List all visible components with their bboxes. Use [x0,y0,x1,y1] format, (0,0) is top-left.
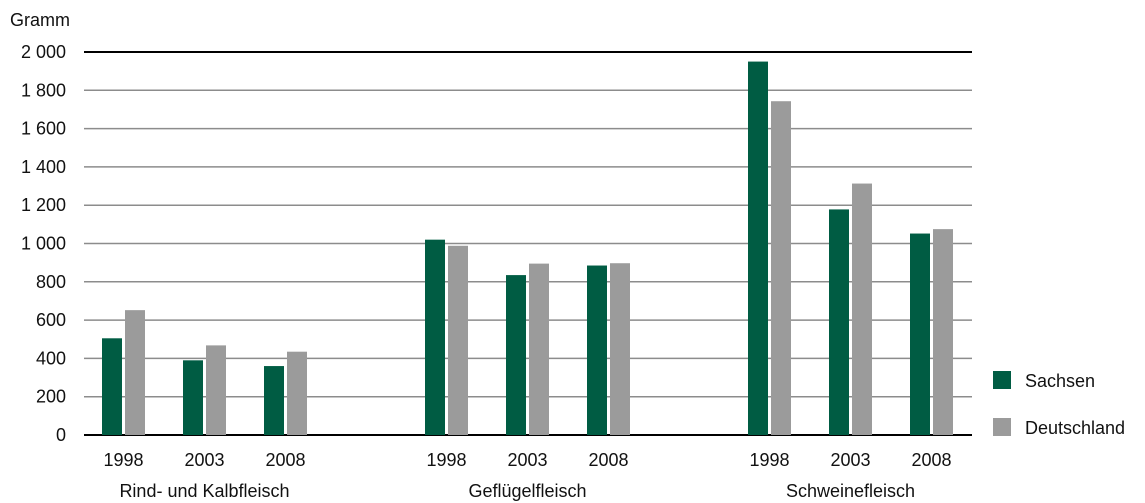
bar-sachsen-2-2008 [910,233,930,435]
bar-deutschland-0-2008 [287,351,307,435]
x-group-label: Rind- und Kalbfleisch [119,481,289,501]
y-tick-label: 0 [56,425,66,445]
y-tick-label: 600 [36,310,66,330]
x-tick-label-year: 2008 [588,450,628,470]
bar-sachsen-1-2003 [506,275,526,435]
x-tick-label-year: 1998 [426,450,466,470]
bar-sachsen-1-2008 [587,265,607,435]
x-tick-label-year: 2008 [911,450,951,470]
legend-swatch-deutschland [993,418,1011,436]
y-tick-label: 2 000 [21,42,66,62]
y-tick-label: 800 [36,272,66,292]
y-axis-title: Gramm [10,10,70,30]
bar-deutschland-2-2008 [933,229,953,435]
y-tick-label: 1 600 [21,119,66,139]
y-tick-label: 1 000 [21,234,66,254]
x-tick-label-year: 1998 [103,450,143,470]
x-tick-label-year: 2003 [507,450,547,470]
x-tick-label-year: 2008 [265,450,305,470]
x-tick-label-year: 1998 [749,450,789,470]
x-group-label: Geflügelfleisch [468,481,586,501]
bar-deutschland-1-2008 [610,263,630,435]
y-tick-label: 1 200 [21,195,66,215]
bar-deutschland-0-1998 [125,310,145,435]
y-tick-label: 1 800 [21,80,66,100]
bar-deutschland-2-1998 [771,101,791,435]
x-tick-label-year: 2003 [184,450,224,470]
y-tick-label: 200 [36,387,66,407]
bar-sachsen-0-2003 [183,360,203,435]
legend-label-deutschland: Deutschland [1025,418,1125,438]
x-tick-label-year: 2003 [830,450,870,470]
bar-deutschland-1-1998 [448,245,468,435]
bar-sachsen-0-2008 [264,366,284,435]
bar-deutschland-0-2003 [206,345,226,435]
bar-sachsen-1-1998 [425,239,445,435]
legend-label-sachsen: Sachsen [1025,371,1095,391]
y-tick-label: 1 400 [21,157,66,177]
bar-sachsen-2-2003 [829,209,849,435]
legend-swatch-sachsen [993,371,1011,389]
bar-sachsen-2-1998 [748,61,768,435]
bar-deutschland-1-2003 [529,263,549,435]
bar-deutschland-2-2003 [852,183,872,435]
x-group-label: Schweinefleisch [786,481,915,501]
y-tick-label: 400 [36,348,66,368]
bar-sachsen-0-1998 [102,338,122,435]
